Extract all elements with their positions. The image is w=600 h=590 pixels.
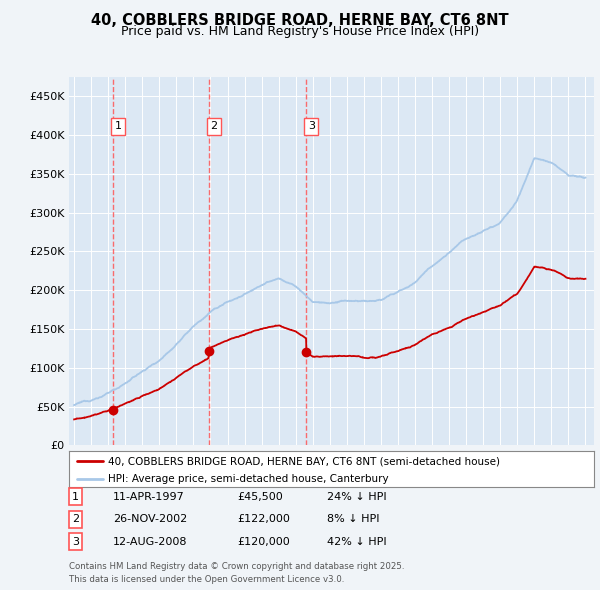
Text: 40, COBBLERS BRIDGE ROAD, HERNE BAY, CT6 8NT: 40, COBBLERS BRIDGE ROAD, HERNE BAY, CT6…: [91, 13, 509, 28]
Text: 11-APR-1997: 11-APR-1997: [113, 492, 185, 502]
Text: HPI: Average price, semi-detached house, Canterbury: HPI: Average price, semi-detached house,…: [109, 474, 389, 484]
Text: 24% ↓ HPI: 24% ↓ HPI: [327, 492, 386, 502]
Text: 12-AUG-2008: 12-AUG-2008: [113, 537, 187, 546]
Text: 26-NOV-2002: 26-NOV-2002: [113, 514, 187, 524]
Text: This data is licensed under the Open Government Licence v3.0.: This data is licensed under the Open Gov…: [69, 575, 344, 584]
Text: 42% ↓ HPI: 42% ↓ HPI: [327, 537, 386, 546]
Text: 2: 2: [72, 514, 79, 524]
Text: 2: 2: [211, 122, 217, 132]
Text: 3: 3: [308, 122, 315, 132]
Text: Contains HM Land Registry data © Crown copyright and database right 2025.: Contains HM Land Registry data © Crown c…: [69, 562, 404, 571]
Text: 1: 1: [115, 122, 121, 132]
Text: £120,000: £120,000: [237, 537, 290, 546]
Text: 3: 3: [72, 537, 79, 546]
Text: Price paid vs. HM Land Registry's House Price Index (HPI): Price paid vs. HM Land Registry's House …: [121, 25, 479, 38]
Text: £122,000: £122,000: [237, 514, 290, 524]
Text: 8% ↓ HPI: 8% ↓ HPI: [327, 514, 380, 524]
Text: 40, COBBLERS BRIDGE ROAD, HERNE BAY, CT6 8NT (semi-detached house): 40, COBBLERS BRIDGE ROAD, HERNE BAY, CT6…: [109, 456, 500, 466]
Text: 1: 1: [72, 492, 79, 502]
Text: £45,500: £45,500: [237, 492, 283, 502]
